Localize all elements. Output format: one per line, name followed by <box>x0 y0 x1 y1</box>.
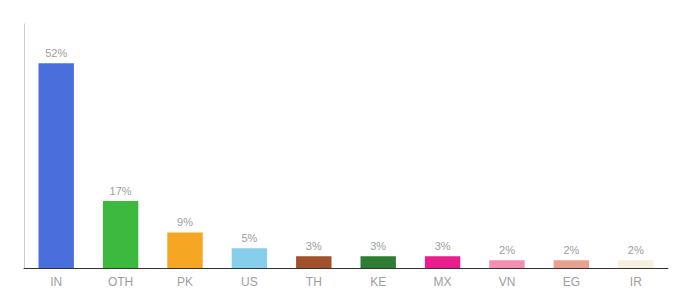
svg-text:9%: 9% <box>177 216 193 228</box>
svg-text:IR: IR <box>630 275 642 289</box>
svg-text:2%: 2% <box>499 244 515 256</box>
svg-text:KE: KE <box>370 275 386 289</box>
svg-text:MX: MX <box>434 275 452 289</box>
svg-text:IN: IN <box>50 275 62 289</box>
svg-text:VN: VN <box>499 275 516 289</box>
svg-text:TH: TH <box>306 275 322 289</box>
svg-text:3%: 3% <box>370 240 386 252</box>
svg-text:2%: 2% <box>628 244 644 256</box>
svg-text:PK: PK <box>177 275 193 289</box>
svg-text:5%: 5% <box>241 232 257 244</box>
svg-text:3%: 3% <box>435 240 451 252</box>
svg-text:OTH: OTH <box>108 275 133 289</box>
svg-text:3%: 3% <box>306 240 322 252</box>
svg-text:US: US <box>241 275 258 289</box>
svg-text:EG: EG <box>563 275 580 289</box>
svg-text:17%: 17% <box>110 185 132 197</box>
svg-text:2%: 2% <box>563 244 579 256</box>
svg-text:52%: 52% <box>45 47 67 59</box>
